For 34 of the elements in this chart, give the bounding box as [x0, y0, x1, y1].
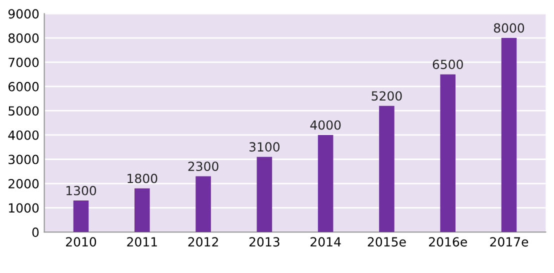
bar: [73, 200, 89, 232]
bar: [196, 176, 211, 232]
data-label: 5200: [372, 91, 402, 101]
x-tick-label: 2015e: [368, 237, 406, 247]
data-label: 1300: [66, 186, 96, 196]
y-tick-label: 0: [32, 228, 39, 237]
y-tick-label: 9000: [8, 9, 39, 19]
y-tick-label: 3000: [8, 154, 39, 164]
x-tick-label: 2014: [310, 237, 341, 247]
data-label: 6500: [432, 60, 463, 70]
data-label: 4000: [310, 120, 341, 130]
bar: [379, 106, 394, 232]
x-tick-label: 2012: [188, 237, 218, 247]
y-tick-label: 2000: [8, 178, 39, 188]
y-tick-label: 8000: [8, 33, 39, 43]
data-label: 1800: [128, 174, 158, 184]
y-tick-label: 1000: [9, 203, 39, 213]
y-tick-label: 4000: [8, 130, 39, 140]
x-tick-label: 2013: [249, 237, 280, 247]
x-tick-label: 2017e: [490, 237, 528, 247]
y-tick-label: 6000: [8, 82, 39, 92]
bar: [440, 74, 456, 232]
data-label: 3100: [249, 142, 280, 152]
y-tick-label: 7000: [8, 58, 39, 68]
bar: [501, 38, 517, 232]
data-label: 2300: [188, 162, 218, 172]
bar: [134, 188, 150, 232]
x-tick-label: 2011: [127, 237, 157, 247]
y-tick-label: 5000: [8, 106, 39, 116]
bar: [318, 134, 334, 232]
bar: [256, 156, 272, 232]
x-tick-label: 2016e: [429, 237, 467, 247]
data-label: 8000: [494, 23, 524, 33]
x-tick-label: 2010: [66, 237, 96, 247]
